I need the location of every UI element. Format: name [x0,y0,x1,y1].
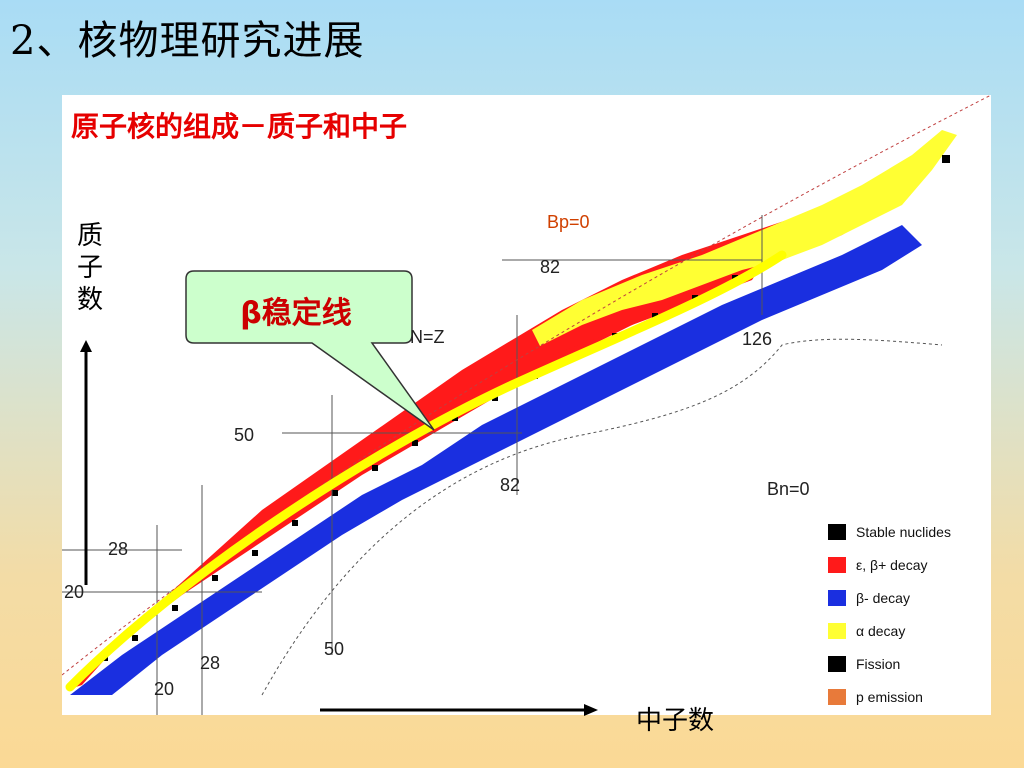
z28-label: 28 [108,539,128,559]
n20-label: 20 [154,679,174,699]
figure-heading: 原子核的组成－质子和中子 [71,110,408,143]
y-axis-label: 质子数 [76,221,103,315]
legend-label: Fission [856,655,901,672]
legend-label: ε, β+ decay [856,556,928,573]
n82-label: 82 [500,475,520,495]
nuclide-chart-figure: Bp=0 82 N=Z 126 50 82 Bn=0 28 20 50 28 2… [62,95,991,715]
bp0-dripline [62,95,991,676]
x-axis-arrow [320,704,598,716]
legend-item-beta-minus: β- decay [828,581,988,614]
n28-label: 28 [200,653,220,673]
legend-label: p emission [856,688,923,705]
x-axis-label: 中子数 [636,706,715,736]
magic-number-lines [62,215,763,715]
beta-stability-line [65,250,787,692]
z82-label: 82 [540,257,560,277]
callout-text: β稳定线 [240,296,352,331]
legend-swatch [828,622,846,639]
legend-item-fission: Fission [828,647,988,680]
z20-label: 20 [64,582,84,602]
n126-label: 126 [742,329,772,349]
legend-item-stable: Stable nuclides [828,515,988,548]
legend-label: Stable nuclides [856,523,951,540]
alpha-decay-region [532,130,957,350]
legend: Stable nuclides ε, β+ decay β- decay α d… [828,515,988,713]
bp0-label: Bp=0 [547,212,590,232]
legend-item-p-emission: p emission [828,680,988,713]
legend-label: α decay [856,622,906,639]
legend-swatch [828,688,846,705]
legend-swatch [828,589,846,606]
n50-label: 50 [324,639,344,659]
beta-minus-region [70,225,922,695]
z50-label: 50 [234,425,254,445]
slide-title: 2、核物理研究进展 [10,18,365,64]
proton-rich-upper-region [532,265,762,355]
bn0-label: Bn=0 [767,479,810,499]
legend-label: β- decay [856,589,910,606]
legend-swatch [828,523,846,540]
legend-swatch [828,655,846,672]
legend-item-alpha: α decay [828,614,988,647]
y-axis-arrow [80,340,92,585]
nz-label: N=Z [410,327,445,347]
legend-item-beta-plus: ε, β+ decay [828,548,988,581]
legend-swatch [828,556,846,573]
callout-bubble [185,270,435,431]
nuclide-chart-graphic: Bp=0 82 N=Z 126 50 82 Bn=0 28 20 50 28 2… [62,95,991,715]
bn0-dripline [261,338,943,696]
